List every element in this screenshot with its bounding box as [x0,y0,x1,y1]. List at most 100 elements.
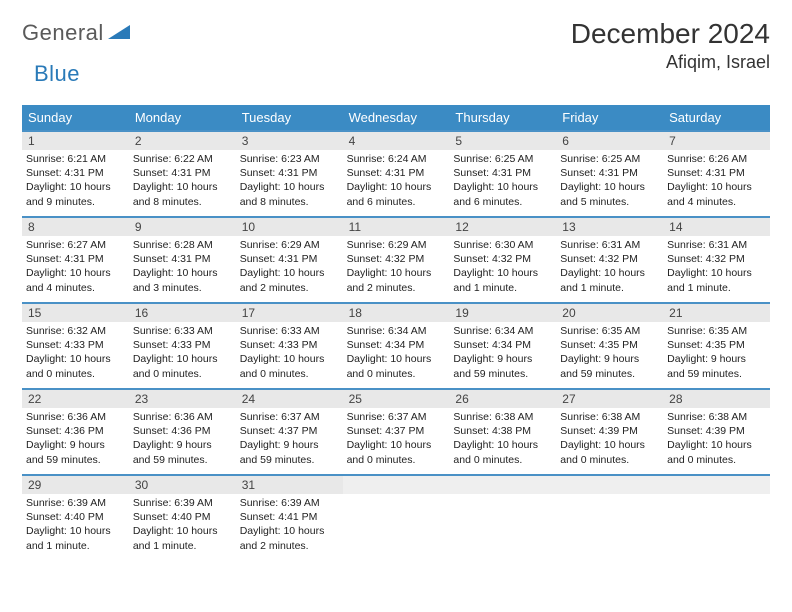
day-number [556,476,663,494]
calendar-cell: 2Sunrise: 6:22 AMSunset: 4:31 PMDaylight… [129,130,236,216]
calendar-cell: 30Sunrise: 6:39 AMSunset: 4:40 PMDayligh… [129,474,236,560]
day-facts: Sunrise: 6:29 AMSunset: 4:32 PMDaylight:… [343,236,450,295]
brand-logo: General [22,18,132,46]
day-facts: Sunrise: 6:25 AMSunset: 4:31 PMDaylight:… [556,150,663,209]
day-number: 11 [343,218,450,236]
calendar-cell: 8Sunrise: 6:27 AMSunset: 4:31 PMDaylight… [22,216,129,302]
day-header: Friday [556,105,663,130]
day-header: Wednesday [343,105,450,130]
day-number: 15 [22,304,129,322]
calendar-cell: 26Sunrise: 6:38 AMSunset: 4:38 PMDayligh… [449,388,556,474]
day-facts: Sunrise: 6:34 AMSunset: 4:34 PMDaylight:… [343,322,450,381]
calendar-cell: 19Sunrise: 6:34 AMSunset: 4:34 PMDayligh… [449,302,556,388]
day-number: 8 [22,218,129,236]
day-number: 9 [129,218,236,236]
day-facts: Sunrise: 6:37 AMSunset: 4:37 PMDaylight:… [236,408,343,467]
day-number: 13 [556,218,663,236]
day-number: 4 [343,132,450,150]
calendar-cell: 16Sunrise: 6:33 AMSunset: 4:33 PMDayligh… [129,302,236,388]
calendar-cell: 15Sunrise: 6:32 AMSunset: 4:33 PMDayligh… [22,302,129,388]
calendar-cell: 23Sunrise: 6:36 AMSunset: 4:36 PMDayligh… [129,388,236,474]
day-header: Thursday [449,105,556,130]
day-number [343,476,450,494]
day-facts: Sunrise: 6:32 AMSunset: 4:33 PMDaylight:… [22,322,129,381]
calendar-cell: 11Sunrise: 6:29 AMSunset: 4:32 PMDayligh… [343,216,450,302]
day-number: 6 [556,132,663,150]
day-facts: Sunrise: 6:35 AMSunset: 4:35 PMDaylight:… [556,322,663,381]
calendar-cell: 24Sunrise: 6:37 AMSunset: 4:37 PMDayligh… [236,388,343,474]
day-facts: Sunrise: 6:26 AMSunset: 4:31 PMDaylight:… [663,150,770,209]
calendar-grid: SundayMondayTuesdayWednesdayThursdayFrid… [22,105,770,560]
day-facts: Sunrise: 6:29 AMSunset: 4:31 PMDaylight:… [236,236,343,295]
logo-word-blue: Blue [22,61,80,86]
logo-triangle-icon [108,23,130,44]
day-facts: Sunrise: 6:31 AMSunset: 4:32 PMDaylight:… [663,236,770,295]
calendar-cell-blank [556,474,663,560]
day-facts: Sunrise: 6:38 AMSunset: 4:39 PMDaylight:… [663,408,770,467]
calendar-cell: 7Sunrise: 6:26 AMSunset: 4:31 PMDaylight… [663,130,770,216]
day-number: 1 [22,132,129,150]
day-number: 7 [663,132,770,150]
day-number: 17 [236,304,343,322]
logo-word-general: General [22,20,104,46]
day-number: 23 [129,390,236,408]
calendar-cell-blank [663,474,770,560]
day-number: 14 [663,218,770,236]
calendar-cell: 18Sunrise: 6:34 AMSunset: 4:34 PMDayligh… [343,302,450,388]
calendar-cell: 14Sunrise: 6:31 AMSunset: 4:32 PMDayligh… [663,216,770,302]
day-facts: Sunrise: 6:31 AMSunset: 4:32 PMDaylight:… [556,236,663,295]
day-header: Monday [129,105,236,130]
calendar-cell: 9Sunrise: 6:28 AMSunset: 4:31 PMDaylight… [129,216,236,302]
day-number: 16 [129,304,236,322]
day-facts: Sunrise: 6:23 AMSunset: 4:31 PMDaylight:… [236,150,343,209]
calendar-cell: 21Sunrise: 6:35 AMSunset: 4:35 PMDayligh… [663,302,770,388]
day-number: 28 [663,390,770,408]
calendar-cell: 10Sunrise: 6:29 AMSunset: 4:31 PMDayligh… [236,216,343,302]
day-number: 20 [556,304,663,322]
day-facts: Sunrise: 6:27 AMSunset: 4:31 PMDaylight:… [22,236,129,295]
calendar-cell: 3Sunrise: 6:23 AMSunset: 4:31 PMDaylight… [236,130,343,216]
day-facts: Sunrise: 6:39 AMSunset: 4:40 PMDaylight:… [129,494,236,553]
day-facts: Sunrise: 6:28 AMSunset: 4:31 PMDaylight:… [129,236,236,295]
day-number: 3 [236,132,343,150]
day-number: 22 [22,390,129,408]
day-facts: Sunrise: 6:33 AMSunset: 4:33 PMDaylight:… [129,322,236,381]
day-facts: Sunrise: 6:21 AMSunset: 4:31 PMDaylight:… [22,150,129,209]
day-facts: Sunrise: 6:38 AMSunset: 4:39 PMDaylight:… [556,408,663,467]
calendar-cell: 6Sunrise: 6:25 AMSunset: 4:31 PMDaylight… [556,130,663,216]
day-number [663,476,770,494]
calendar-cell: 28Sunrise: 6:38 AMSunset: 4:39 PMDayligh… [663,388,770,474]
calendar-cell: 25Sunrise: 6:37 AMSunset: 4:37 PMDayligh… [343,388,450,474]
day-facts: Sunrise: 6:33 AMSunset: 4:33 PMDaylight:… [236,322,343,381]
day-header: Saturday [663,105,770,130]
day-facts: Sunrise: 6:39 AMSunset: 4:41 PMDaylight:… [236,494,343,553]
day-number: 12 [449,218,556,236]
calendar-cell: 22Sunrise: 6:36 AMSunset: 4:36 PMDayligh… [22,388,129,474]
day-number: 25 [343,390,450,408]
day-number: 5 [449,132,556,150]
day-facts: Sunrise: 6:34 AMSunset: 4:34 PMDaylight:… [449,322,556,381]
day-number: 27 [556,390,663,408]
day-number: 2 [129,132,236,150]
day-facts: Sunrise: 6:22 AMSunset: 4:31 PMDaylight:… [129,150,236,209]
month-title: December 2024 [571,18,770,50]
calendar-cell: 13Sunrise: 6:31 AMSunset: 4:32 PMDayligh… [556,216,663,302]
day-number: 29 [22,476,129,494]
day-number: 30 [129,476,236,494]
day-facts: Sunrise: 6:24 AMSunset: 4:31 PMDaylight:… [343,150,450,209]
calendar-cell: 31Sunrise: 6:39 AMSunset: 4:41 PMDayligh… [236,474,343,560]
day-number [449,476,556,494]
day-number: 10 [236,218,343,236]
day-number: 18 [343,304,450,322]
calendar-cell-blank [343,474,450,560]
day-header: Tuesday [236,105,343,130]
day-number: 19 [449,304,556,322]
day-facts: Sunrise: 6:25 AMSunset: 4:31 PMDaylight:… [449,150,556,209]
day-number: 24 [236,390,343,408]
day-facts: Sunrise: 6:38 AMSunset: 4:38 PMDaylight:… [449,408,556,467]
day-number: 21 [663,304,770,322]
day-facts: Sunrise: 6:36 AMSunset: 4:36 PMDaylight:… [22,408,129,467]
day-number: 26 [449,390,556,408]
day-number: 31 [236,476,343,494]
day-facts: Sunrise: 6:39 AMSunset: 4:40 PMDaylight:… [22,494,129,553]
